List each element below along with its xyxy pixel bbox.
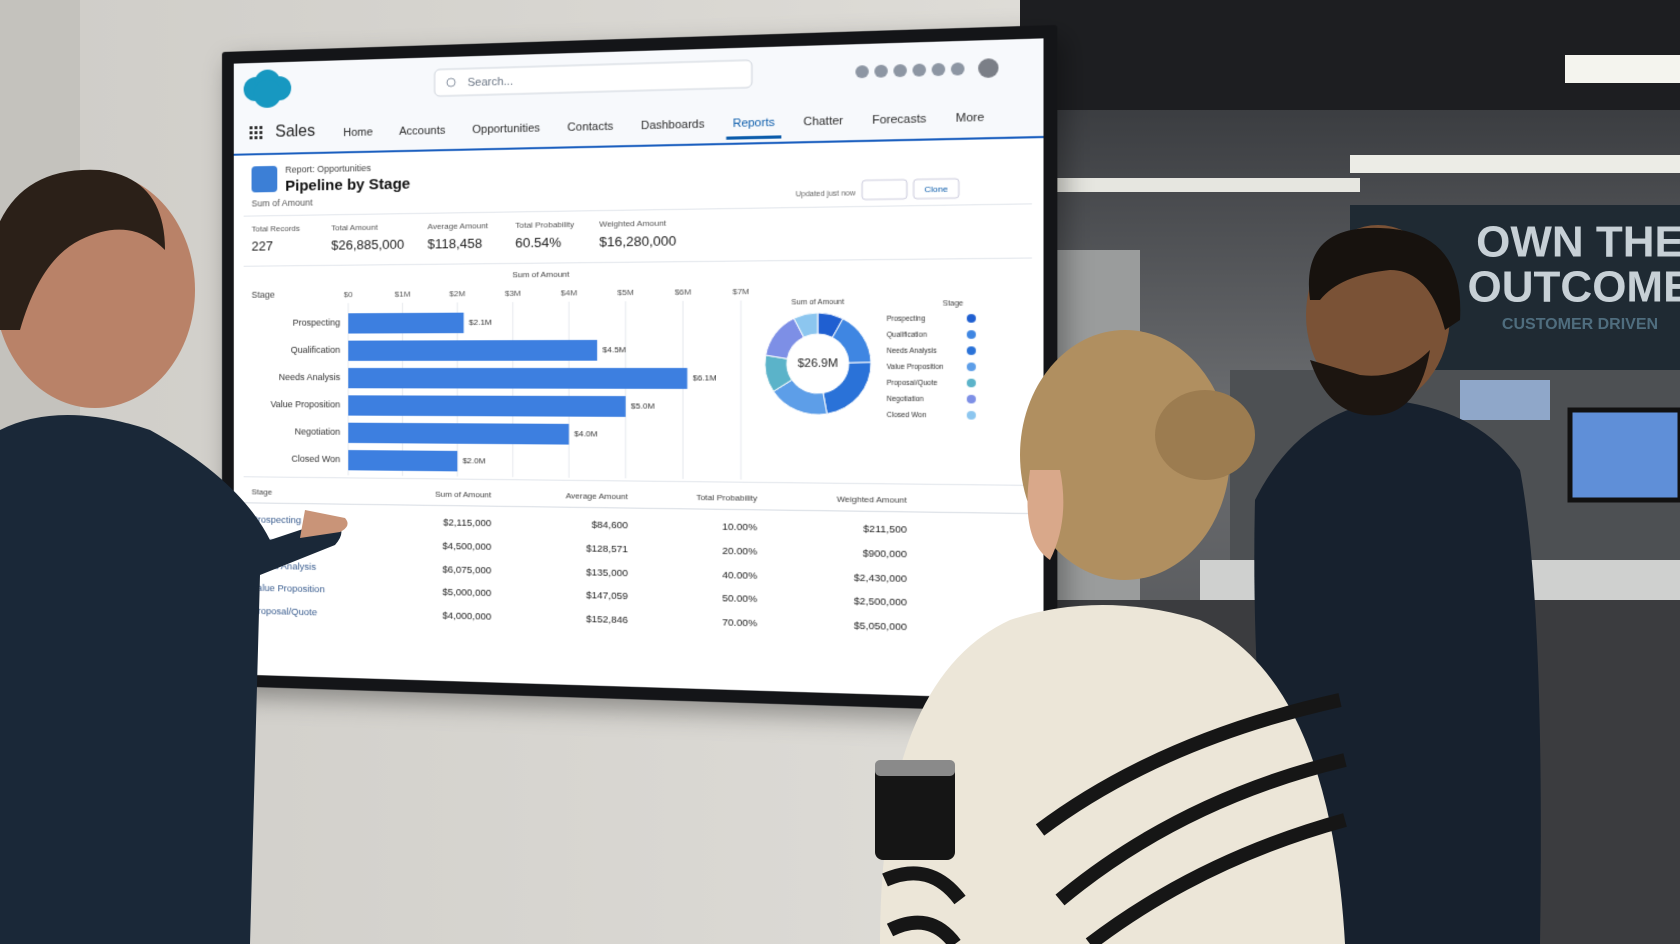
tumbler [875,765,955,860]
man-left-body [0,415,341,944]
sign-line: OUTCOME [1468,263,1680,312]
tumbler-lid [875,760,955,776]
wall-sign: OWN THEOUTCOME CUSTOMER DRIVEN [1468,218,1680,334]
sign-line: OWN THE [1476,218,1680,267]
sign-line: CUSTOMER DRIVEN [1502,316,1658,333]
hair-bun [1155,390,1255,480]
